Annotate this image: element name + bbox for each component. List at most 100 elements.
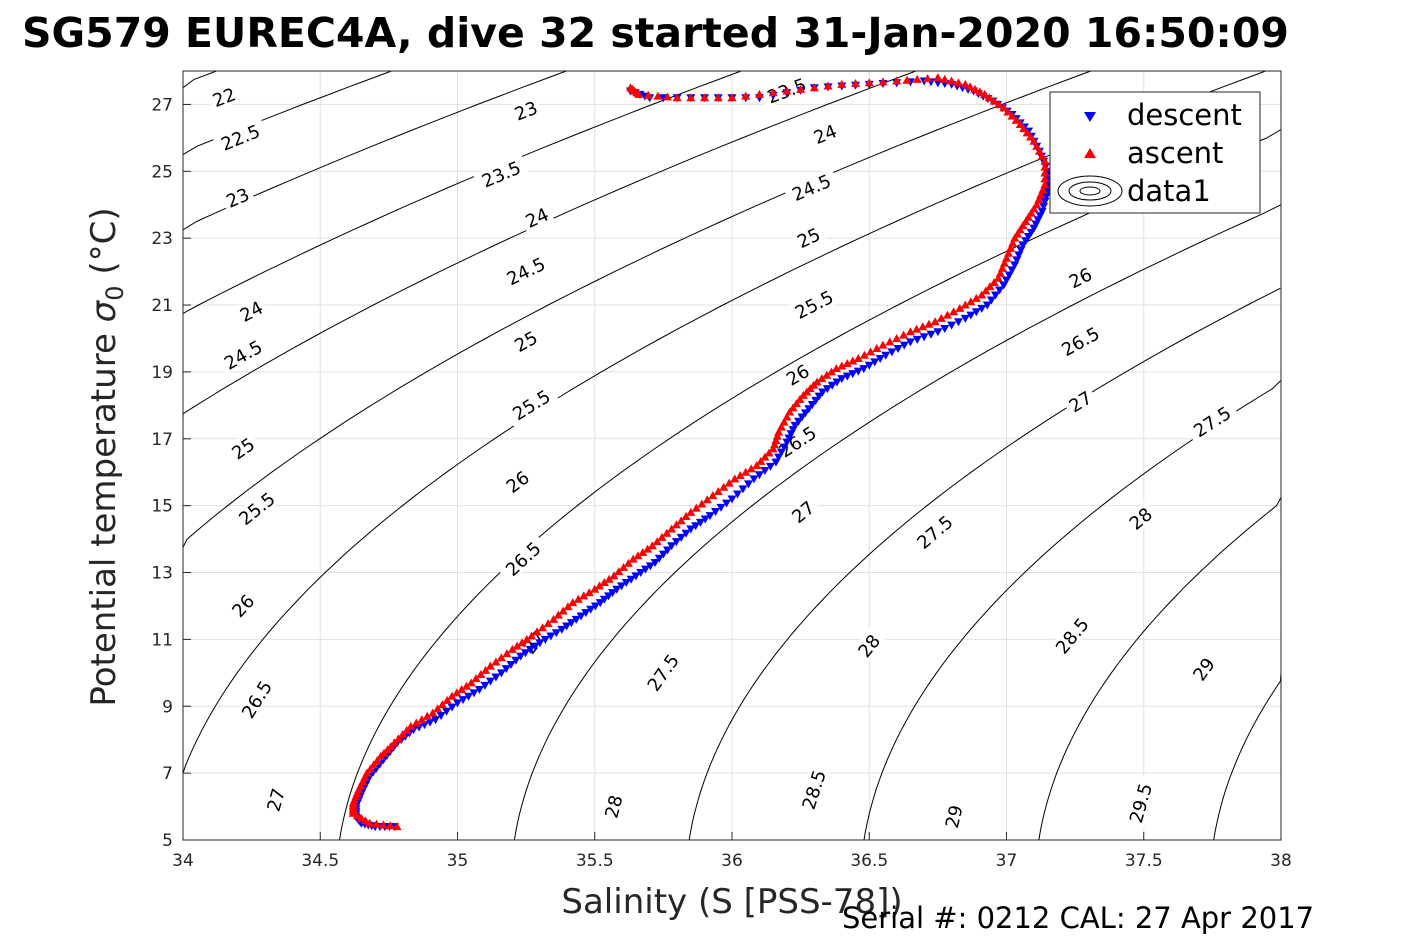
isopycnal-label-bg (779, 358, 816, 391)
ascent-marker (970, 84, 980, 93)
ascent-marker (442, 695, 452, 704)
y-tick-label: 11 (151, 630, 173, 650)
descent-marker (530, 642, 540, 651)
isopycnal-line (182, 70, 1091, 548)
ascent-marker (899, 330, 909, 339)
descent-marker (749, 475, 759, 484)
descent-marker (551, 629, 561, 638)
ascent-marker (936, 313, 946, 322)
descent-marker (581, 609, 591, 618)
descent-marker (671, 538, 681, 547)
ascent-marker (727, 93, 737, 102)
descent-marker (645, 562, 655, 571)
isopycnal-label-bg (508, 95, 544, 125)
ascent-marker (989, 96, 999, 105)
ascent-marker (385, 821, 395, 830)
y-tick-label: 15 (151, 497, 173, 517)
ascent-marker (1038, 185, 1048, 194)
ascent-marker (971, 293, 981, 302)
descent-marker (800, 409, 810, 418)
ascent-marker (604, 574, 614, 583)
ascent-marker (422, 711, 432, 720)
ascent-marker (853, 354, 863, 363)
ascent-marker (741, 467, 751, 476)
ascent-marker (809, 83, 819, 92)
y-tick-label: 17 (151, 430, 173, 450)
descent-marker (848, 370, 858, 379)
ascent-marker (1040, 174, 1050, 183)
ascent-marker (1029, 136, 1039, 145)
ascent-marker (713, 93, 723, 102)
ascent-marker (697, 499, 707, 508)
isopycnal-label-bg (851, 627, 886, 664)
ascent-marker (609, 571, 619, 580)
descent-marker (790, 421, 800, 430)
x-tick-label: 37.5 (1125, 851, 1163, 871)
ascent-marker (752, 461, 762, 470)
descent-marker (516, 652, 526, 661)
descent-marker (966, 311, 976, 320)
ascent-marker (1032, 200, 1042, 209)
ascent-marker (817, 374, 827, 383)
ascent-marker (532, 627, 542, 636)
ascent-marker (402, 726, 412, 735)
descent-marker (662, 546, 672, 555)
ascent-marker (730, 474, 740, 483)
legend-contour-icon (1057, 175, 1123, 207)
ascent-marker (776, 422, 786, 431)
ascent-marker (837, 361, 847, 370)
descent-marker (926, 330, 936, 339)
descent-marker (887, 348, 897, 357)
ascent-marker (947, 76, 957, 85)
ascent-marker (686, 507, 696, 516)
descent-marker (535, 639, 545, 648)
descent-marker (853, 367, 863, 376)
ascent-marker (657, 532, 667, 541)
descent-marker (436, 711, 446, 720)
ascent-marker (1026, 208, 1036, 217)
descent-marker (506, 660, 516, 669)
descent-marker (431, 716, 441, 725)
descent-marker (480, 681, 490, 690)
ascent-marker (447, 691, 457, 700)
descent-marker (1041, 192, 1051, 201)
descent-marker (705, 512, 715, 521)
ascent-marker (735, 471, 745, 480)
isopycnal-label-group: 29 (940, 799, 968, 834)
descent-marker (940, 324, 950, 333)
ascent-marker (782, 412, 792, 421)
descent-marker (540, 635, 550, 644)
ascent-marker (1003, 107, 1013, 116)
ascent-marker (352, 811, 362, 820)
descent-marker (919, 333, 929, 342)
descent-marker (765, 462, 775, 471)
ascent-marker (1018, 221, 1028, 230)
descent-marker (842, 372, 852, 381)
descent-marker (716, 503, 726, 512)
ascent-marker (933, 73, 943, 82)
descent-marker (827, 381, 837, 390)
ascent-marker (461, 681, 471, 690)
ascent-marker (365, 764, 375, 773)
ascent-marker (579, 591, 589, 600)
descent-marker (612, 585, 622, 594)
ascent-marker (549, 614, 559, 623)
ascent-marker (481, 665, 491, 674)
descent-marker (496, 669, 506, 678)
isopycnal-label-bg (1186, 650, 1221, 687)
isopycnal-line (182, 70, 742, 314)
legend-descent-label: descent (1127, 98, 1242, 132)
ascent-marker (1010, 233, 1020, 242)
isopycnal-line (182, 70, 1266, 815)
descent-marker (760, 467, 770, 476)
descent-marker (875, 355, 885, 364)
ascent-marker (774, 427, 784, 436)
ascent-marker (918, 322, 928, 331)
ascent-marker (1007, 111, 1017, 120)
ascent-marker (502, 649, 512, 658)
descent-marker (686, 525, 696, 534)
ascent-marker (977, 290, 987, 299)
ascent-marker (924, 319, 934, 328)
descent-marker (590, 602, 600, 611)
descent-marker (562, 622, 572, 631)
